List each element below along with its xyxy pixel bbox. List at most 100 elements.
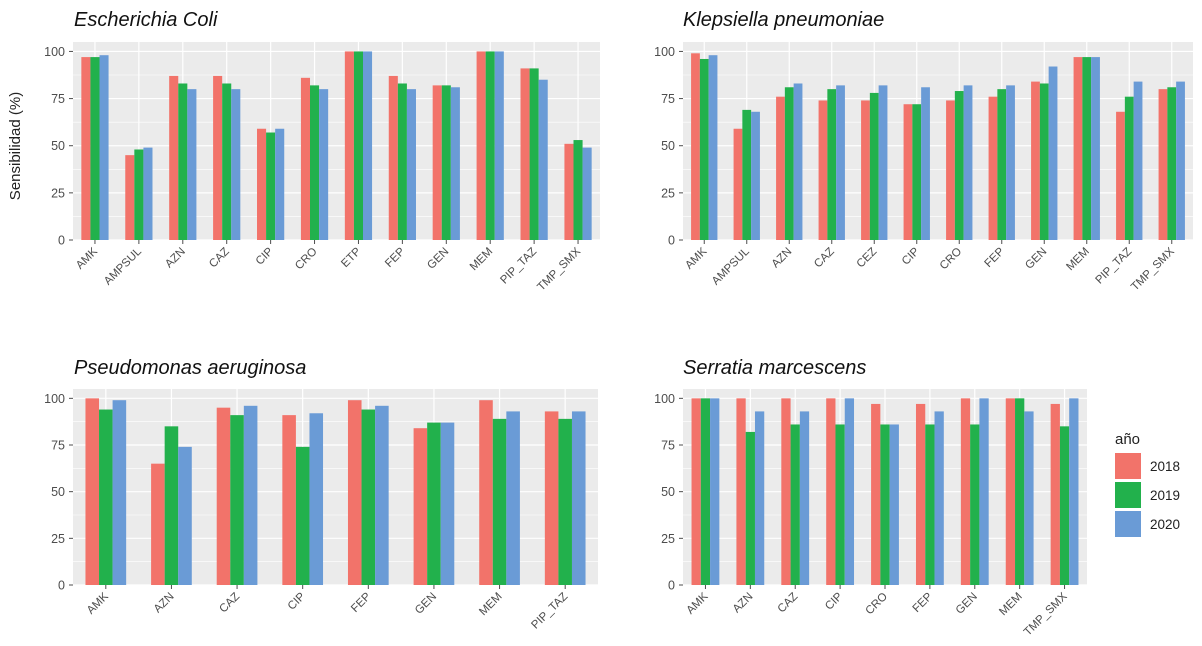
- x-tick-label: ETP: [339, 245, 364, 270]
- legend-swatch-2020: [1115, 511, 1141, 537]
- bar-azn-2018: [736, 398, 746, 585]
- x-tick-label: GEN: [425, 246, 451, 272]
- bar-caz-2020: [231, 89, 241, 241]
- bar-mem-2018: [479, 400, 493, 585]
- x-tick-label: CAZ: [812, 246, 837, 271]
- bar-amk-2018: [85, 398, 100, 585]
- bar-mem-2019: [1015, 398, 1025, 585]
- panel-title: Serratia marcescens: [683, 357, 866, 379]
- bar-fep-2018: [988, 96, 998, 240]
- bar-cro-2020: [889, 424, 899, 585]
- x-tick-label: CRO: [864, 591, 891, 618]
- x-tick-label: AMK: [74, 245, 100, 271]
- bar-gen-2018: [960, 398, 971, 585]
- y-tick-label: 25: [51, 186, 65, 200]
- bar-amk-2020: [710, 398, 720, 585]
- bar-cip-2020: [275, 128, 285, 240]
- bar-azn-2020: [178, 446, 192, 585]
- bar-caz-2019: [790, 424, 800, 585]
- bar-fep-2018: [347, 400, 362, 585]
- bar-gen-2020: [979, 398, 989, 585]
- bar-amk-2020: [708, 55, 718, 241]
- x-tick-label: MEM: [477, 591, 504, 618]
- bar-ampsul-2020: [751, 111, 760, 241]
- bar-ampsul-2020: [143, 147, 153, 240]
- bar-caz-2019: [827, 89, 837, 241]
- bar-fep-2019: [361, 409, 376, 585]
- bar-pip_taz-2018: [544, 411, 559, 585]
- x-tick-label: FEP: [911, 590, 936, 615]
- bar-cro-2018: [871, 403, 881, 585]
- y-tick-label: 50: [661, 139, 675, 153]
- bar-fep-2020: [934, 411, 944, 585]
- x-tick-label: CAZ: [207, 246, 232, 271]
- y-tick-label: 0: [58, 579, 65, 593]
- y-tick-label: 75: [661, 439, 675, 453]
- bar-azn-2019: [745, 431, 755, 585]
- bar-gen-2018: [413, 428, 428, 585]
- bar-amk-2019: [90, 57, 100, 241]
- bar-tmp_smx-2019: [573, 140, 583, 240]
- bar-azn-2019: [164, 426, 179, 585]
- bar-tmp_smx-2019: [1167, 87, 1177, 240]
- x-tick-label: AZN: [152, 591, 177, 616]
- bar-caz-2018: [216, 407, 231, 585]
- bar-amk-2019: [99, 409, 113, 585]
- x-tick-label: FEP: [383, 245, 408, 270]
- bar-caz-2019: [222, 83, 232, 240]
- panel-klepsiella-pneumoniae: Klepsiella pneumoniae 0 25 50 75 100 AMK AMPSU…: [654, 9, 1193, 293]
- bar-pip_taz-2018: [520, 68, 530, 241]
- y-tick-label: 50: [661, 485, 675, 499]
- bar-mem-2019: [1082, 57, 1092, 241]
- legend-label-2018: 2018: [1150, 459, 1180, 474]
- bar-etp-2020: [362, 51, 373, 240]
- y-tick-label: 100: [654, 392, 675, 406]
- bar-azn-2018: [151, 463, 165, 585]
- x-tick-label: PIP_TAZ: [498, 246, 539, 287]
- bar-caz-2020: [836, 85, 845, 240]
- bar-gen-2020: [440, 422, 455, 585]
- bar-mem-2020: [1024, 411, 1034, 585]
- x-tick-label: GEN: [954, 591, 980, 617]
- x-tick-label: FEP: [349, 590, 374, 615]
- bar-mem-2020: [506, 411, 520, 585]
- bar-tmp_smx-2020: [582, 147, 592, 240]
- y-tick-label: 0: [668, 234, 675, 248]
- bar-pip_taz-2019: [1124, 96, 1134, 240]
- bar-cro-2020: [963, 85, 973, 240]
- x-tick-label: CIP: [254, 245, 276, 267]
- bar-gen-2019: [970, 424, 980, 585]
- bar-fep-2018: [388, 75, 398, 240]
- y-tick-label: 75: [51, 439, 65, 453]
- x-tick-label: CEZ: [855, 246, 880, 271]
- x-tick-label: TMP_SMX: [1022, 590, 1070, 638]
- x-tick-label: GEN: [1023, 246, 1049, 272]
- y-axis-label: Sensibilidad (%): [7, 92, 24, 200]
- bar-cip-2018: [282, 415, 296, 585]
- x-tick-label: AMPSUL: [102, 245, 144, 287]
- bar-caz-2020: [799, 411, 810, 585]
- bar-pip_taz-2020: [571, 411, 586, 585]
- bar-cro-2018: [946, 100, 955, 240]
- bar-mem-2019: [492, 418, 507, 585]
- bar-tmp_smx-2018: [1050, 403, 1060, 585]
- bar-cro-2018: [300, 77, 311, 240]
- bar-ampsul-2018: [125, 155, 135, 240]
- bar-azn-2019: [178, 83, 188, 240]
- y-tick-label: 25: [661, 186, 675, 200]
- bar-tmp_smx-2019: [1059, 426, 1070, 585]
- bar-caz-2018: [213, 75, 223, 240]
- bar-amk-2019: [699, 58, 709, 240]
- bar-cro-2019: [310, 85, 320, 240]
- bar-cip-2019: [912, 104, 922, 240]
- bar-cip-2019: [266, 132, 276, 240]
- bar-caz-2018: [818, 100, 828, 240]
- x-tick-label: PIP_TAZ: [1093, 246, 1134, 287]
- bar-tmp_smx-2018: [564, 143, 574, 240]
- panel-escherichia-coli: Escherichia Coli Sensibilidad (%) 0 25 50 7…: [7, 9, 600, 293]
- bar-cro-2019: [954, 91, 964, 241]
- bar-cro-2020: [319, 89, 329, 241]
- bar-pip_taz-2020: [538, 79, 548, 240]
- x-tick-label: AZN: [163, 246, 188, 271]
- bar-fep-2020: [375, 405, 389, 585]
